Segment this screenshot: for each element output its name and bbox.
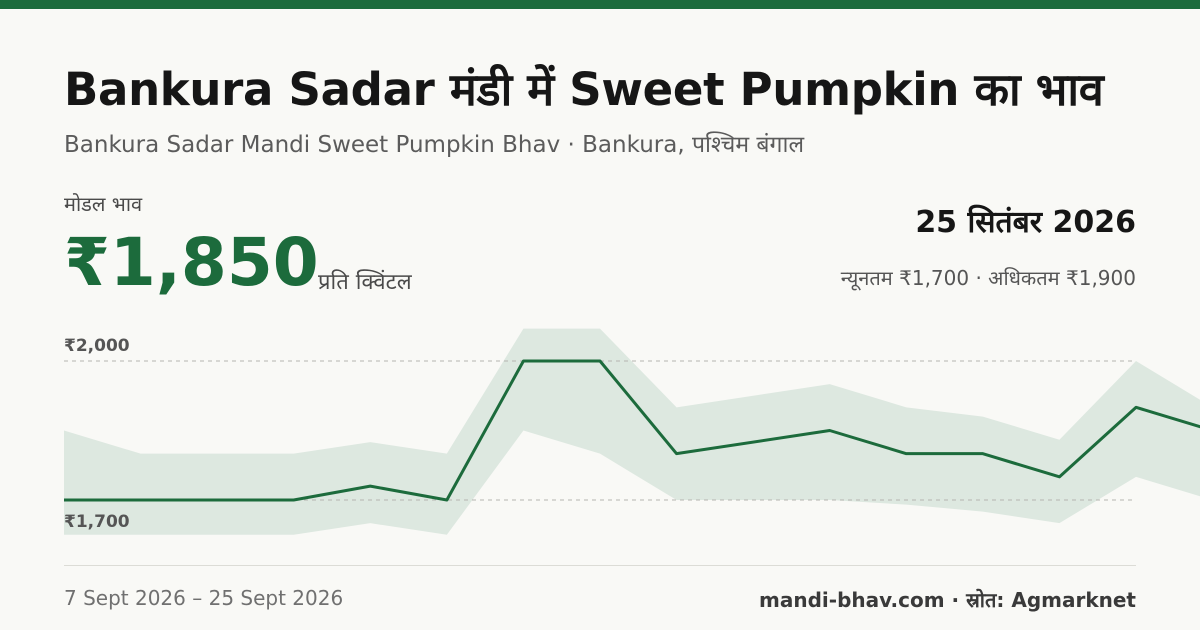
y-tick-label: ₹2,000 [64,336,130,356]
footer-date-range: 7 Sept 2026 – 25 Sept 2026 [64,586,344,610]
min-max-band [64,328,1200,535]
y-tick-label: ₹1,700 [64,512,130,532]
modal-price-value: ₹1,850 [64,224,319,301]
price-unit: प्रति क्विंटल [318,270,412,295]
modal-price-label: मोडल भाव [64,192,143,216]
footer-divider [64,565,1136,566]
page-subtitle: Bankura Sadar Mandi Sweet Pumpkin Bhav ·… [64,132,805,158]
page-title: Bankura Sadar मंडी में Sweet Pumpkin का … [64,63,1104,116]
modal-price-line [64,359,1200,502]
min-max-range: न्यूनतम ₹1,700 · अधिकतम ₹1,900 [840,266,1136,290]
price-date: 25 सितंबर 2026 [915,205,1136,240]
footer-source: mandi-bhav.com · स्रोत: Agmarknet [759,588,1136,612]
top-accent-bar [0,0,1200,9]
